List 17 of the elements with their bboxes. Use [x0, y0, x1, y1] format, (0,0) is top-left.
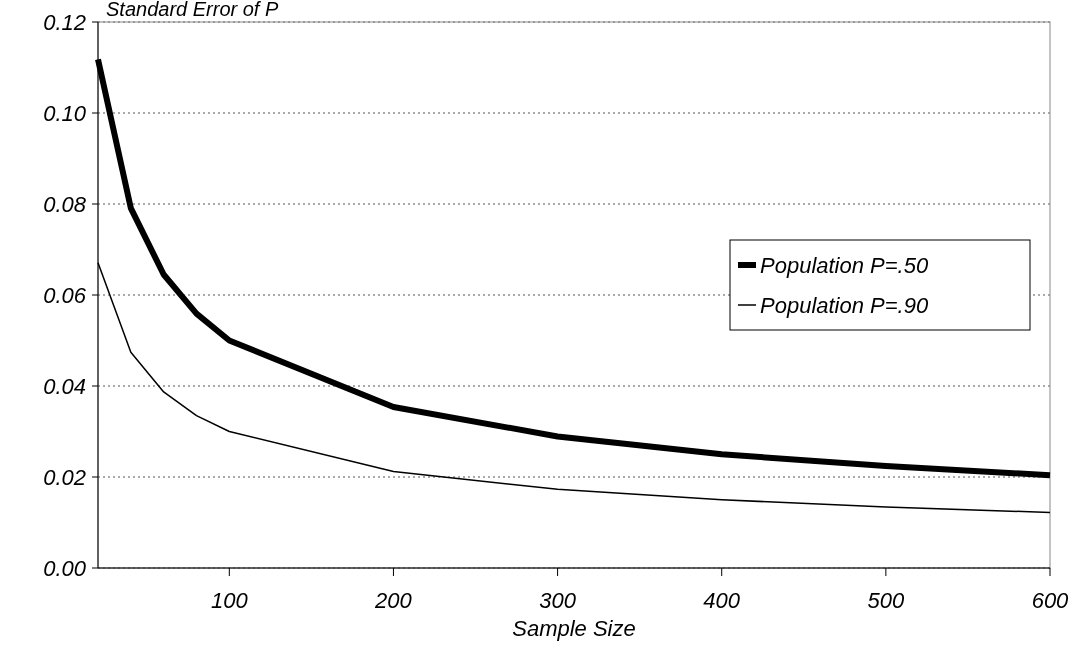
- legend-label: Population P=.50: [760, 252, 929, 278]
- legend-label: Population P=.90: [760, 292, 929, 318]
- x-tick-label: 200: [374, 588, 413, 613]
- x-tick-label: 400: [703, 588, 741, 613]
- x-axis-title: Sample Size: [512, 616, 636, 641]
- x-tick-label: 300: [539, 588, 577, 613]
- y-tick-label: 0.12: [43, 9, 86, 35]
- y-tick-label: 0.08: [43, 191, 87, 217]
- y-tick-label: 0.00: [43, 555, 87, 581]
- y-tick-label: 0.02: [43, 464, 86, 490]
- x-tick-label: 600: [1031, 588, 1070, 613]
- x-tick-label: 100: [210, 588, 249, 613]
- y-tick-label: 0.04: [43, 373, 86, 399]
- y-axis-title: Standard Error of P: [106, 0, 279, 20]
- y-tick-label: 0.06: [43, 282, 87, 308]
- x-tick-label: 500: [867, 588, 905, 613]
- y-tick-label: 0.10: [43, 100, 87, 126]
